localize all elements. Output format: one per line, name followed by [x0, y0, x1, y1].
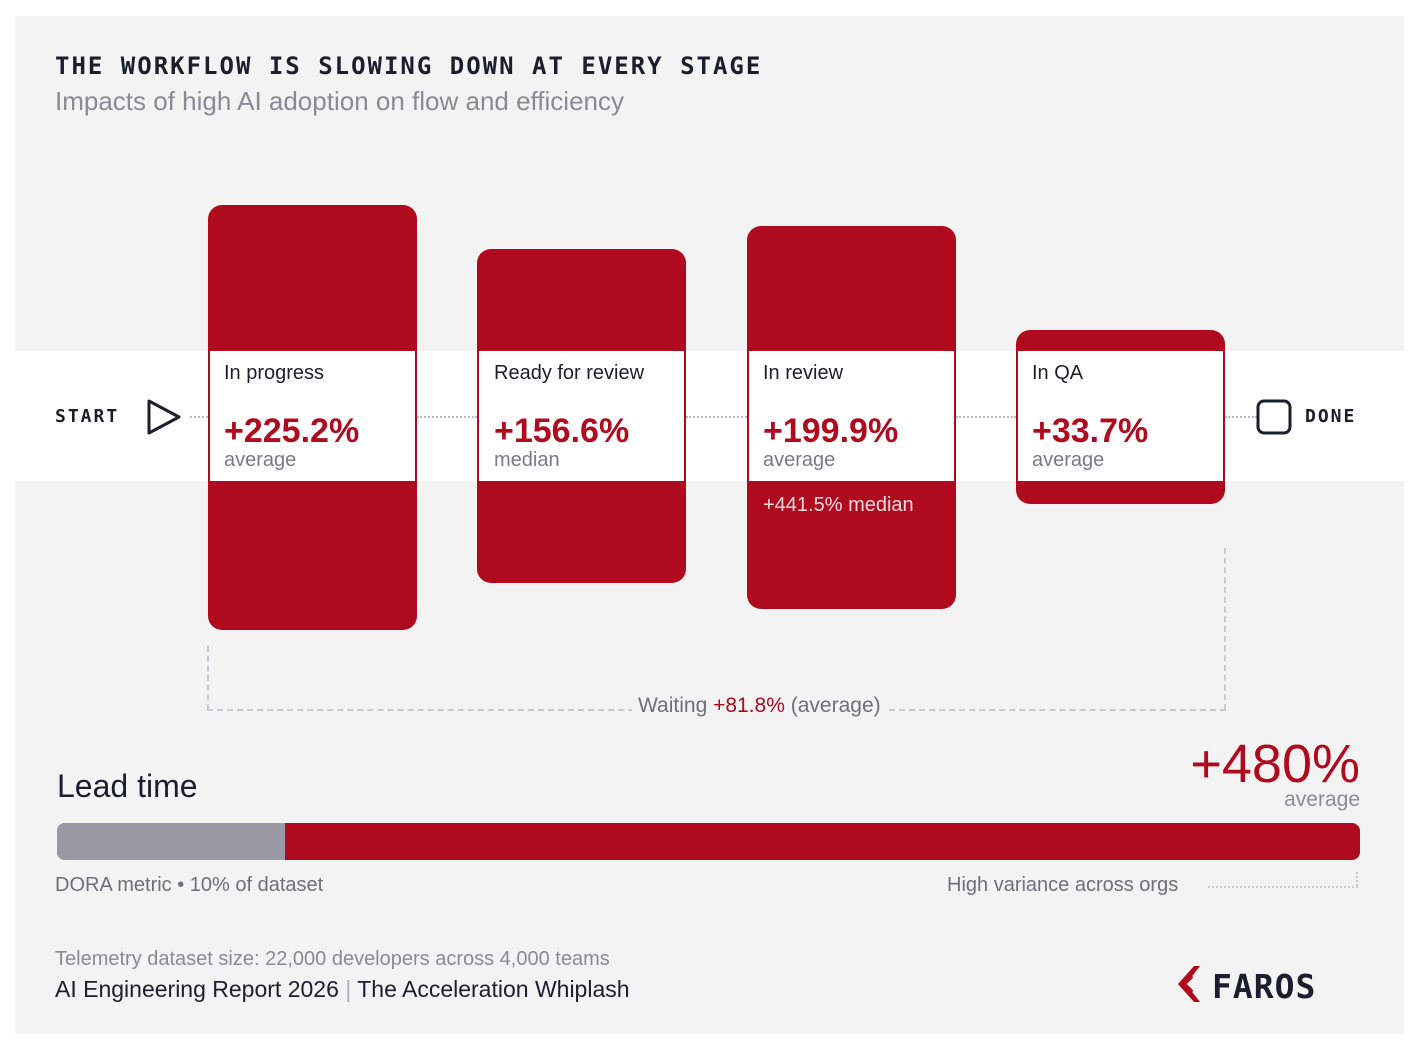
lead-time-stat: average [1284, 788, 1360, 811]
waiting-note: Waiting +81.8% (average) [632, 694, 887, 718]
stage-ready-for-review-panel [479, 351, 684, 481]
faros-logo: FAROS [1178, 966, 1316, 1006]
square-icon [1256, 399, 1292, 435]
stage-in-qa-stat: average [1032, 449, 1105, 471]
start-label: START [55, 406, 120, 427]
stage-in-review-panel [749, 351, 954, 481]
stage-in-qa-panel [1018, 351, 1223, 481]
done-label: DONE [1305, 406, 1357, 427]
stage-in-progress-value: +225.2% [224, 412, 360, 450]
stage-in-progress-panel [210, 351, 415, 481]
connector-2-3 [686, 416, 747, 418]
stage-ready-for-review-value: +156.6% [494, 412, 630, 450]
stage-in-review-median: +441.5% median [763, 494, 914, 516]
waiting-suffix: (average) [790, 694, 881, 717]
stage-in-review-label: In review [763, 362, 844, 384]
stage-in-progress-stat: average [224, 449, 297, 471]
variance-note: High variance across orgs [947, 874, 1179, 896]
connector-1-2 [417, 416, 477, 418]
waiting-prefix: Waiting [638, 694, 708, 717]
stage-ready-for-review-label: Ready for review [494, 362, 645, 384]
waiting-bracket-left [207, 646, 209, 710]
stage-ready-for-review-stat: median [494, 449, 560, 471]
report-title: AI Engineering Report 2026 | The Acceler… [55, 976, 630, 1003]
stage-in-qa-value: +33.7% [1032, 412, 1149, 450]
waiting-bracket-right [1224, 548, 1226, 710]
report-name: AI Engineering Report 2026 [55, 976, 339, 1002]
connector-3-4 [956, 416, 1016, 418]
page-subtitle: Impacts of high AI adoption on flow and … [55, 86, 624, 116]
variance-leader-tick [1356, 872, 1358, 886]
lead-time-value: +480% [1190, 734, 1360, 794]
stage-in-qa-label: In QA [1032, 362, 1084, 384]
waiting-value: +81.8% [713, 694, 785, 717]
dataset-note: Telemetry dataset size: 22,000 developer… [55, 948, 610, 970]
dora-note: DORA metric • 10% of dataset [55, 874, 324, 896]
faros-chevron-icon [1178, 966, 1200, 1002]
report-subtitle: The Acceleration Whiplash [357, 976, 630, 1002]
stage-in-review-stat: average [763, 449, 836, 471]
page-title: THE WORKFLOW IS SLOWING DOWN AT EVERY ST… [55, 52, 763, 80]
report-separator: | [345, 976, 352, 1002]
lead-time-bar [57, 823, 1360, 860]
faros-logo-text: FAROS [1212, 967, 1316, 1006]
variance-leader-line [1208, 886, 1358, 888]
play-icon [147, 399, 181, 435]
lead-time-bar-dora-segment [57, 823, 286, 860]
stage-in-review-value: +199.9% [763, 412, 899, 450]
connector-done [1225, 416, 1257, 418]
connector-start [190, 416, 208, 418]
lead-time-title: Lead time [57, 768, 198, 804]
stage-in-progress-label: In progress [224, 362, 325, 384]
